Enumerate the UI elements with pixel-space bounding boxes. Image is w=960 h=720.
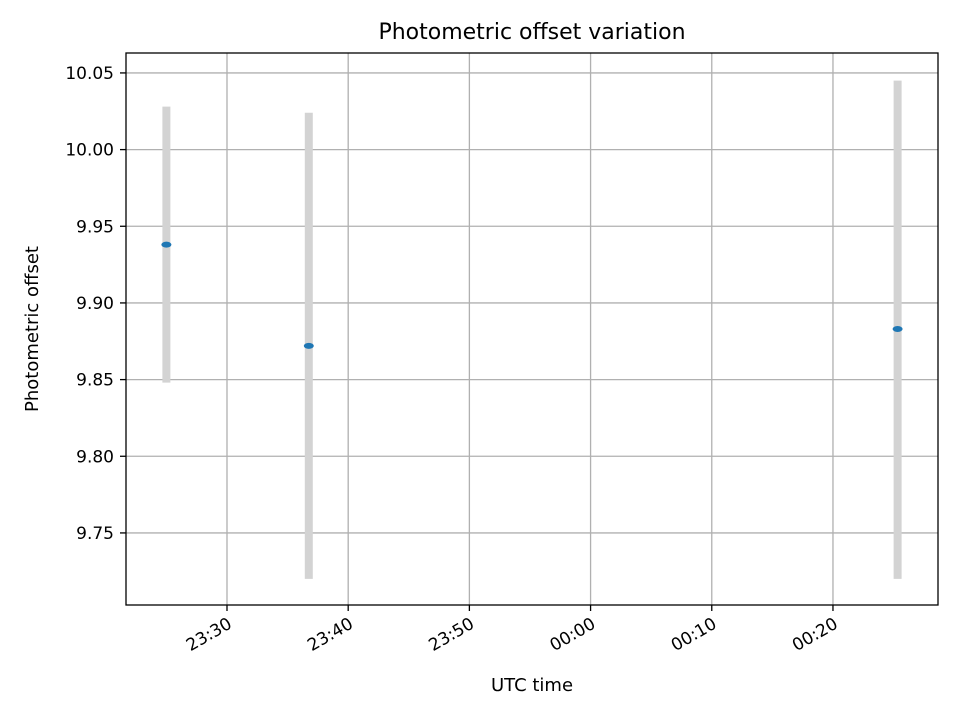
grid — [126, 53, 938, 605]
y-axis-label: Photometric offset — [22, 246, 43, 412]
data-point — [161, 241, 172, 248]
y-tick-label: 10.00 — [65, 141, 114, 161]
y-tick-label: 9.75 — [76, 524, 114, 544]
y-tick-label: 9.80 — [76, 447, 114, 467]
chart-title: Photometric offset variation — [378, 20, 685, 45]
data-points — [161, 241, 903, 349]
data-point — [892, 326, 903, 332]
x-axis-label: UTC time — [491, 675, 573, 696]
plot-frame — [125, 52, 939, 606]
y-tick-label: 9.90 — [76, 294, 114, 314]
y-tick-label: 9.95 — [76, 217, 114, 237]
y-axis-ticks: 9.75 9.80 9.85 9.90 9.95 10.00 10.05 — [65, 64, 126, 544]
data-point — [303, 342, 314, 349]
y-tick-label: 10.05 — [65, 64, 114, 84]
y-tick-label: 9.85 — [76, 371, 114, 391]
